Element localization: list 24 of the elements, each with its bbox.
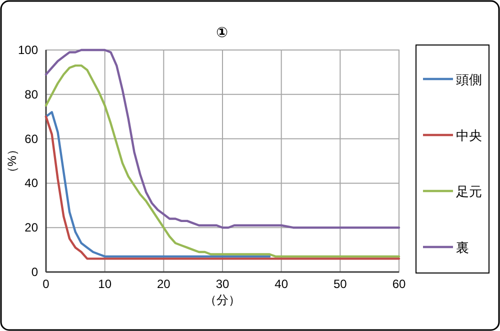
x-tick-label: 60	[392, 277, 406, 291]
x-axis-title: （分）	[204, 293, 240, 307]
x-tick-label: 30	[216, 277, 230, 291]
line-series	[44, 64, 400, 258]
chart-title: ①	[216, 24, 228, 40]
y-tick-label: 60	[24, 132, 38, 146]
x-tick-label: 20	[156, 277, 171, 291]
line-series	[44, 116, 400, 260]
y-tick-label: 80	[24, 87, 38, 102]
y-tick-label: 0	[31, 265, 38, 279]
legend-label: 頭側	[456, 72, 482, 87]
y-tick-label: 100	[18, 43, 38, 57]
y-axis-title: （%）	[5, 144, 19, 178]
legend-label: 足元	[456, 184, 482, 199]
x-tick-label: 0	[42, 277, 50, 291]
x-tick-label: 40	[274, 277, 288, 291]
x-tick-label: 10	[98, 277, 112, 291]
y-tick-label: 20	[24, 220, 38, 235]
line-series	[44, 111, 271, 258]
x-tick-label: 50	[333, 277, 348, 291]
y-tick-label: 40	[24, 176, 38, 190]
legend-label: 中央	[456, 128, 482, 143]
line-series	[44, 48, 400, 229]
legend-label: 裏	[456, 240, 469, 255]
